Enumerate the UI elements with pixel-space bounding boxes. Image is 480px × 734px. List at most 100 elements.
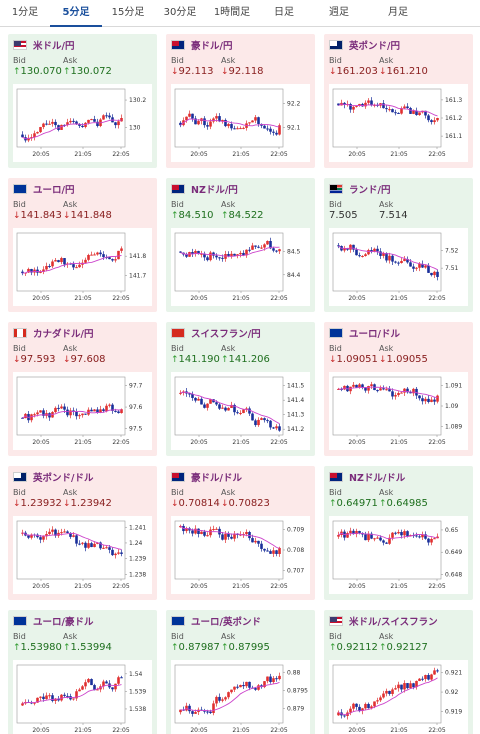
candlestick-chart[interactable]: 0.921 0.92 0.919 20:05 21:05 22:05 — [329, 660, 468, 734]
plot-frame — [16, 520, 126, 580]
ask-value: 130.072 — [70, 66, 112, 77]
candle — [81, 684, 84, 691]
rate-card[interactable]: スイスフラン/円 Bid Ask ↑141.190 ↑141.206 141.5 141.4… — [166, 322, 315, 456]
rate-card[interactable]: 英ポンド/円 Bid Ask ↓161.203 ↓161.210 161.3 161.2 16… — [324, 34, 473, 168]
candlestick-svg: 92.2 92.1 20:05 21:05 22:05 — [174, 88, 301, 158]
candle — [385, 541, 388, 545]
ask-price: ↓161.210 — [379, 66, 429, 77]
candle — [206, 122, 209, 130]
candle — [337, 242, 340, 249]
candle — [406, 682, 409, 690]
candle — [42, 122, 45, 130]
candlestick-chart[interactable]: 0.709 0.708 0.707 20:05 21:05 22:05 — [171, 516, 310, 594]
candle — [30, 533, 33, 540]
bid-label: Bid — [13, 56, 26, 65]
candle — [114, 552, 117, 559]
rate-card[interactable]: 豪ドル/円 Bid Ask ↓92.113 ↓92.118 92.2 92.1 20:05 21… — [166, 34, 315, 168]
candlestick-chart[interactable]: 141.8 141.7 20:05 21:05 22:05 — [13, 228, 152, 306]
y-tick-label: 0.879 — [287, 706, 304, 713]
candle — [72, 261, 75, 271]
candle — [87, 253, 90, 262]
candlestick-chart[interactable]: 7.52 7.51 20:05 21:05 22:05 — [329, 228, 468, 306]
candle — [96, 251, 99, 256]
tab-6[interactable]: 日足 — [274, 7, 294, 18]
candlestick-chart[interactable]: 0.88 0.8795 0.879 20:05 21:05 22:05 — [171, 660, 310, 734]
tab-5[interactable]: 1時間足 — [213, 7, 251, 18]
rate-card[interactable]: NZドル/ドル Bid Ask ↑0.64971 ↑0.64985 0.65 0.649 0.… — [324, 466, 473, 600]
x-tick-label: 22:05 — [112, 727, 129, 734]
candle — [367, 531, 370, 542]
candlestick-chart[interactable]: 92.2 92.1 20:05 21:05 22:05 — [171, 84, 310, 162]
rate-card[interactable]: ランド/円 Bid Ask 7.505 7.514 7.52 7.51 20:05 21:05 2… — [324, 178, 473, 312]
candlestick-chart[interactable]: 130.2 130 20:05 21:05 22:05 — [13, 84, 152, 162]
us-flag-icon — [13, 40, 27, 50]
candle — [117, 250, 120, 260]
rate-card[interactable]: 豪ドル/ドル Bid Ask ↓0.70814 ↓0.70823 0.709 0.708 0.… — [166, 466, 315, 600]
candlestick-chart[interactable]: 161.3 161.2 161.1 20:05 21:05 22:05 — [329, 84, 468, 162]
rate-card[interactable]: カナダドル/円 Bid Ask ↓97.593 ↓97.608 97.7 97.6 97.5 2… — [8, 322, 157, 456]
candle — [257, 684, 260, 691]
tab-3[interactable]: 15分足 — [111, 7, 145, 18]
candle — [266, 676, 269, 684]
candle — [45, 262, 48, 272]
rate-card[interactable]: ユーロ/豪ドル Bid Ask ↑1.53980 ↑1.53994 1.54 1.539 1.… — [8, 610, 157, 734]
candlestick-chart[interactable]: 1.241 1.24 1.239 1.238 20:05 21:05 22:05 — [13, 516, 152, 594]
candlestick-chart[interactable]: 0.65 0.649 0.648 20:05 21:05 22:05 — [329, 516, 468, 594]
candle — [117, 119, 120, 129]
candle — [248, 406, 251, 417]
ask-price: ↑0.87995 — [221, 642, 271, 653]
price-labels: Bid Ask — [329, 56, 393, 65]
rate-card[interactable]: 米ドル/円 Bid Ask ↑130.070 ↑130.072 130.2 130 20:05… — [8, 34, 157, 168]
candle — [394, 392, 397, 400]
tab-4[interactable]: 30分足 — [163, 7, 197, 18]
x-tick-label: 22:05 — [270, 727, 287, 734]
candle — [430, 272, 433, 277]
up-arrow-icon: ↑ — [329, 499, 337, 509]
candle — [236, 254, 239, 259]
candle — [215, 695, 218, 707]
candle — [427, 673, 430, 681]
candle — [388, 106, 391, 112]
candlestick-chart[interactable]: 141.5 141.4 141.3 141.2 20:05 21:05 22:05 — [171, 372, 310, 450]
bid-value: 1.09051 — [336, 354, 378, 365]
candle — [278, 248, 281, 254]
tab-1[interactable]: 1分足 — [11, 7, 39, 18]
candle — [388, 690, 391, 696]
candle — [27, 267, 30, 273]
rate-card[interactable]: ユーロ/ドル Bid Ask ↓1.09051 ↓1.09055 1.091 1.09 1.0… — [324, 322, 473, 456]
bid-price: 7.505 — [329, 210, 379, 221]
x-tick-label: 21:05 — [390, 727, 407, 734]
candlestick-chart[interactable]: 1.091 1.09 1.089 20:05 21:05 22:05 — [329, 372, 468, 450]
eu-flag-icon — [171, 616, 185, 626]
rate-card[interactable]: 米ドル/スイスフラン Bid Ask ↑0.92112 ↑0.92127 0.921 0.9… — [324, 610, 473, 734]
ask-price: ↑0.64985 — [379, 498, 429, 509]
candle — [203, 251, 206, 261]
candle — [266, 240, 269, 246]
tab-7[interactable]: 週足 — [329, 7, 349, 18]
candle — [239, 126, 242, 130]
rate-card[interactable]: NZドル/円 Bid Ask ↑84.510 ↑84.522 84.5 84.4 20:05 2… — [166, 178, 315, 312]
tab-8[interactable]: 月足 — [388, 7, 408, 18]
ask-value: 141.848 — [70, 210, 112, 221]
candlestick-chart[interactable]: 97.7 97.6 97.5 20:05 21:05 22:05 — [13, 372, 152, 450]
plot-frame — [332, 664, 442, 724]
moving-average-line — [180, 246, 280, 257]
candlestick-chart[interactable]: 84.5 84.4 20:05 21:05 22:05 — [171, 228, 310, 306]
rate-card[interactable]: ユーロ/円 Bid Ask ↓141.843 ↓141.848 141.8 141.7 20:… — [8, 178, 157, 312]
ask-label: Ask — [379, 488, 394, 497]
candle — [87, 539, 90, 549]
candle — [21, 131, 24, 138]
down-arrow-icon: ↓ — [63, 355, 71, 365]
tab-2[interactable]: 5分足 — [50, 0, 102, 27]
candlestick-svg: 0.88 0.8795 0.879 20:05 21:05 22:05 — [174, 664, 308, 734]
candle — [245, 249, 248, 258]
y-tick-label: 1.09 — [445, 403, 459, 410]
candle — [39, 696, 42, 701]
rate-card[interactable]: ユーロ/英ポンド Bid Ask ↑0.87987 ↑0.87995 0.88 0.8795… — [166, 610, 315, 734]
au-flag-icon — [171, 40, 185, 50]
card-header: ユーロ/英ポンド — [171, 615, 261, 628]
price-values: ↑0.64971 ↑0.64985 — [329, 498, 429, 509]
candle — [90, 251, 93, 256]
rate-card[interactable]: 英ポンド/ドル Bid Ask ↓1.23932 ↓1.23942 1.241 1.24 1.… — [8, 466, 157, 600]
candlestick-chart[interactable]: 1.54 1.539 1.538 20:05 21:05 22:05 — [13, 660, 152, 734]
